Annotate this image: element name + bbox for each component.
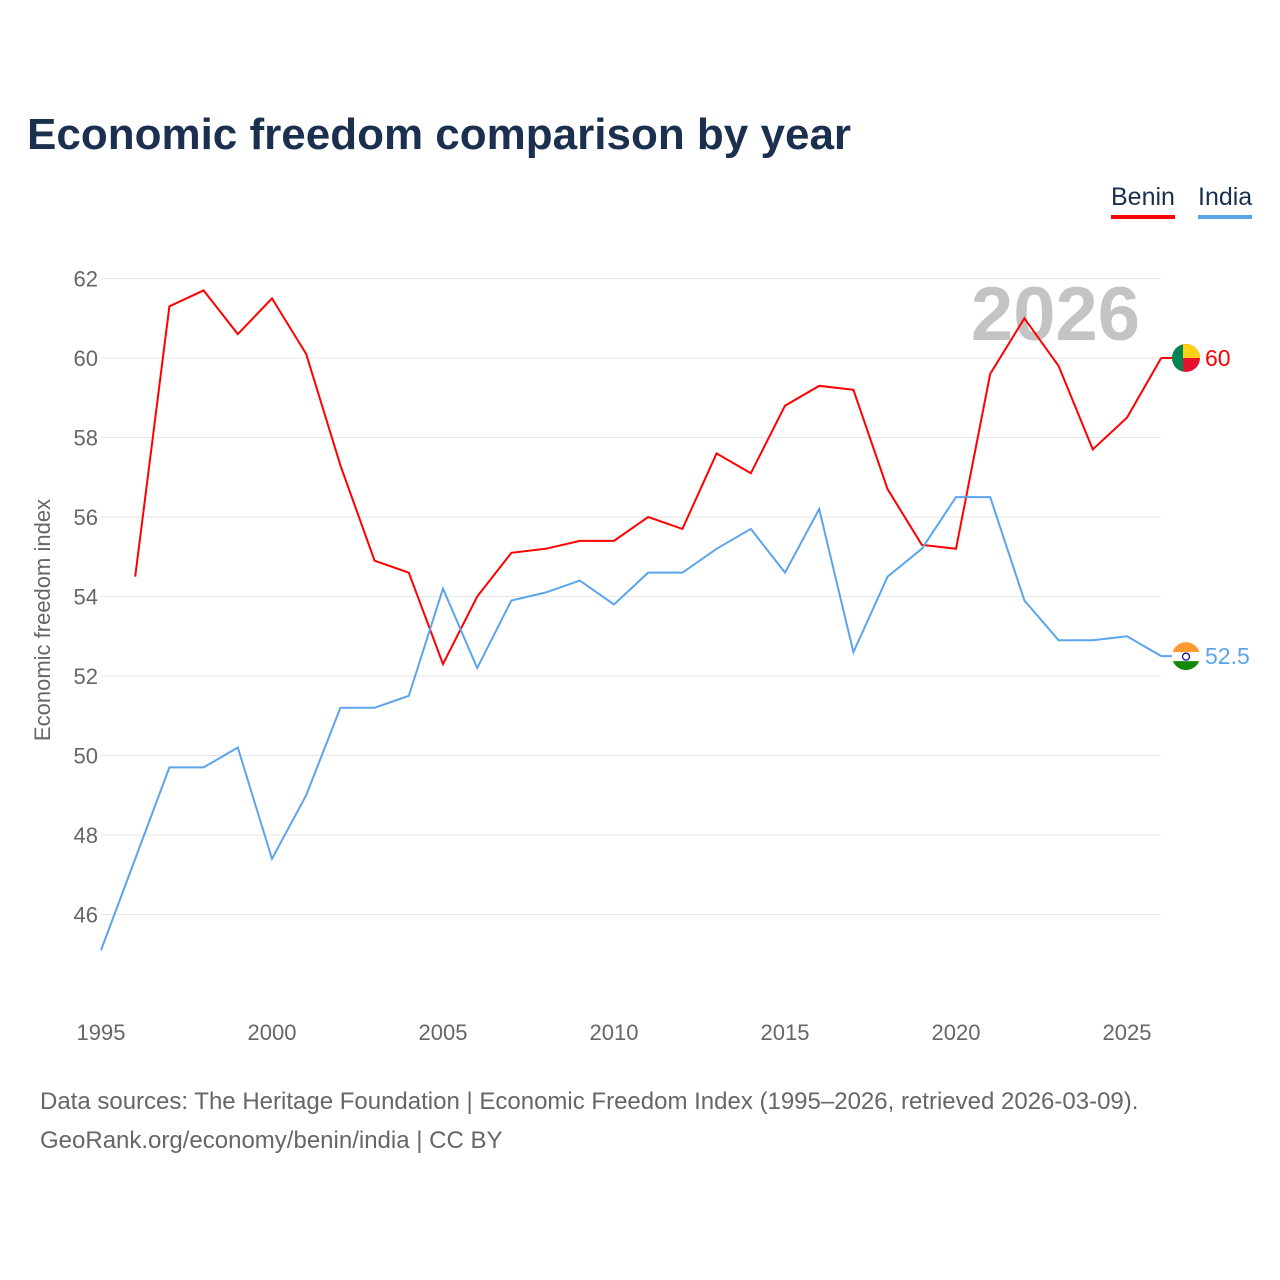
chart-title: Economic freedom comparison by year — [27, 110, 852, 159]
flag-icon-benin — [1172, 344, 1200, 372]
source-note: Data sources: The Heritage Foundation | … — [40, 1088, 1139, 1115]
flag-body — [1172, 344, 1200, 372]
y-tick-label: 58 — [74, 426, 98, 451]
flag-saffron — [1172, 642, 1200, 653]
legend-item-benin[interactable]: Benin — [1111, 183, 1175, 219]
flag-green — [1172, 661, 1200, 671]
flag-icon-india — [1172, 642, 1200, 671]
source-url: GeoRank.org/economy/benin/india | CC BY — [40, 1127, 503, 1154]
legend-item-india[interactable]: India — [1198, 183, 1253, 219]
end-value-label: 52.5 — [1205, 643, 1250, 669]
x-tick-label: 1995 — [77, 1020, 126, 1045]
x-tick-label: 2000 — [248, 1020, 297, 1045]
y-tick-label: 54 — [74, 585, 98, 610]
flag-white — [1172, 652, 1200, 662]
flag-body — [1172, 642, 1200, 671]
y-tick-label: 56 — [74, 505, 98, 530]
y-tick-label: 50 — [74, 744, 98, 769]
year-watermark: 2026 — [971, 272, 1140, 357]
flag-chakra — [1181, 652, 1191, 661]
y-axis-label: Economic freedom index — [30, 499, 55, 741]
y-tick-label: 60 — [74, 346, 98, 371]
line-chart: 46 48 50 52 54 56 58 60 62 1995 2000 2005 2010 2015 20… — [30, 267, 1250, 1046]
end-value-label: 60 — [1205, 345, 1231, 371]
x-tick-label: 2025 — [1103, 1020, 1152, 1045]
x-tick-label: 2015 — [761, 1020, 810, 1045]
x-tick-label: 2020 — [932, 1020, 981, 1045]
y-tick-label: 62 — [74, 267, 98, 292]
series-line-india — [100, 496, 1162, 951]
x-tick-label: 2010 — [590, 1020, 639, 1045]
y-tick-label: 46 — [74, 903, 98, 928]
y-tick-label: 52 — [74, 664, 98, 689]
y-tick-label: 48 — [74, 823, 98, 848]
x-tick-label: 2005 — [419, 1020, 468, 1045]
flag-green — [1172, 344, 1183, 372]
series-line-benin — [134, 289, 1163, 667]
